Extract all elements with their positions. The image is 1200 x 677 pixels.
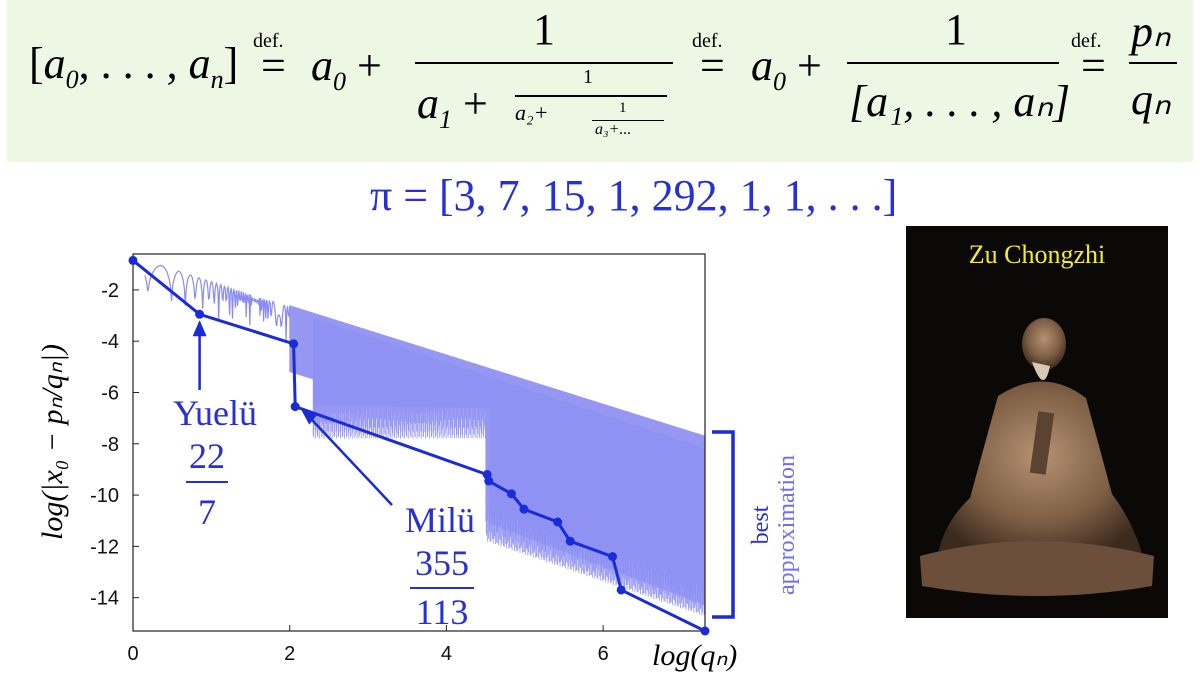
plus-2: + <box>463 79 488 128</box>
milu-label: Milü <box>405 500 475 540</box>
milu-numerator: 355 <box>415 543 469 583</box>
y-tick-label: -10 <box>90 485 119 507</box>
data-point <box>484 476 494 486</box>
y-tick-label: -4 <box>101 331 119 353</box>
y-tick-label: -12 <box>90 536 119 558</box>
frac3-bar <box>1129 62 1177 64</box>
frac1-denominator: a1 + <box>417 78 488 135</box>
data-point <box>608 552 618 562</box>
frac1-bar <box>415 62 673 64</box>
yuelu-numerator: 22 <box>189 436 225 476</box>
statue-scroll <box>1029 411 1055 475</box>
data-point <box>565 536 575 546</box>
milu-arrow <box>304 411 393 506</box>
data-point <box>519 504 529 514</box>
term-a0-2: a0 + <box>751 40 822 97</box>
bracket-label-line-2: approximation <box>774 455 800 595</box>
equals-2: = <box>700 41 725 90</box>
lhs-a0: a <box>43 39 66 88</box>
frac2-bar <box>847 62 1059 64</box>
term-a0-letter: a <box>311 41 333 90</box>
plot-frame <box>132 253 706 632</box>
formula-lhs: [a0, . . . , an] <box>29 38 238 95</box>
yuelu-denominator: 7 <box>198 492 216 532</box>
term-a0-1: a0 + <box>311 40 382 97</box>
x-tick-label: 0 <box>127 643 138 665</box>
bracket-label-line-1: best <box>748 505 774 544</box>
term-a0-letter-2: a <box>751 41 773 90</box>
data-point <box>616 585 626 595</box>
x-tick-label: 4 <box>441 643 452 665</box>
milu-arrow-head <box>301 409 318 425</box>
data-point <box>553 517 563 527</box>
equals-3: = <box>1081 41 1106 90</box>
formula-banner: [a0, . . . , an] def. = a0 + 1 a1 + 1 a₂… <box>7 0 1193 162</box>
statue-beard <box>1032 362 1050 381</box>
axis-ticks: 0 2 4 6 -2 -4 -6 -8 -10 -12 -14 <box>90 280 609 665</box>
lhs-subn: n <box>210 64 224 94</box>
yuelu-label: Yuelü <box>173 393 257 433</box>
cf-inner-bar <box>515 95 667 97</box>
data-point <box>289 339 299 349</box>
best-approximation-line <box>128 255 710 636</box>
equals-1: = <box>261 41 286 90</box>
plus-3: + <box>797 41 822 90</box>
pi-continued-fraction: π = [3, 7, 15, 1, 292, 1, 1, . . .] <box>370 171 898 220</box>
frac3-denominator: qₙ <box>1131 75 1171 124</box>
frac2-numerator: 1 <box>945 5 967 54</box>
y-tick-label: -6 <box>101 382 119 404</box>
y-tick-label: -8 <box>101 434 119 456</box>
statue-legs <box>920 541 1154 596</box>
milu-denominator: 113 <box>416 592 469 632</box>
cf-a1: a <box>417 79 439 128</box>
zu-chongzhi-portrait: Zu Chongzhi <box>906 226 1168 618</box>
def-label-3: def. <box>1071 30 1102 52</box>
best-approx-bracket <box>712 430 735 619</box>
lhs-sep: , . . . , <box>78 39 189 88</box>
cf-inner-bar2 <box>592 120 664 121</box>
frac1-numerator: 1 <box>533 5 555 54</box>
bracket-close: ] <box>223 39 239 88</box>
data-point <box>195 309 205 319</box>
frac2-denominator: [a₁, . . . , aₙ] <box>849 77 1071 126</box>
cf-inner-den: a₂+ <box>515 100 549 125</box>
def-label-2: def. <box>692 30 723 52</box>
portrait-title: Zu Chongzhi <box>968 240 1106 269</box>
statue-head <box>1022 318 1066 370</box>
lhs-an: a <box>188 39 211 88</box>
dense-curve-start <box>144 265 291 341</box>
dense-error-curve <box>144 265 705 616</box>
cf-inner-num: 1 <box>583 66 593 88</box>
y-axis-label: log(|x₀ − pₙ/qₙ|) <box>36 344 69 540</box>
yuelu-arrow-head <box>192 320 207 337</box>
x-tick-label: 2 <box>284 643 295 665</box>
def-label-1: def. <box>253 30 284 52</box>
x-tick-label: 6 <box>598 643 609 665</box>
y-tick-label: -14 <box>90 588 119 610</box>
x-axis-label: log(qₙ) <box>652 639 737 672</box>
frac3-numerator: pₙ <box>1131 7 1171 56</box>
cf-inner-num2: 1 <box>619 100 627 116</box>
dense-curve-band <box>313 318 705 606</box>
data-point <box>290 402 300 412</box>
cf-a1-sub: 1 <box>439 104 452 134</box>
data-point <box>700 626 710 636</box>
cf-inner-den2: a₃+... <box>595 121 632 138</box>
statue-illustration <box>920 318 1154 596</box>
term-a0-sub: 0 <box>333 66 346 96</box>
term-a0-sub-2: 0 <box>773 66 786 96</box>
data-point <box>128 255 138 265</box>
bracket-open: [ <box>29 39 44 88</box>
plus-1: + <box>357 41 382 90</box>
y-tick-label: -2 <box>101 280 119 302</box>
data-point <box>506 489 516 499</box>
lhs-sub0: 0 <box>65 64 79 94</box>
